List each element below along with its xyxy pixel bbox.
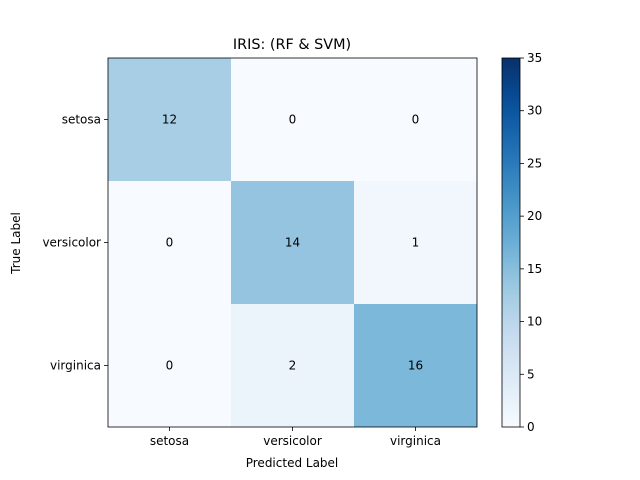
cell-value-label: 0: [166, 359, 174, 373]
heatmap-cell: [354, 58, 477, 181]
colorbar-tick-label: 30: [527, 104, 542, 118]
heatmap-cell: [108, 304, 231, 427]
colorbar-tick-label: 35: [527, 51, 542, 65]
colorbar-tick-label: 0: [527, 420, 535, 434]
y-axis-label: True Label: [9, 212, 23, 275]
cell-value-label: 12: [162, 113, 177, 127]
colorbar: 0 5 10 15 20 25 30 35: [501, 51, 542, 434]
colorbar-tick-label: 20: [527, 209, 542, 223]
x-tick-label: versicolor: [263, 434, 322, 448]
cell-value-label: 0: [412, 113, 420, 127]
heatmap-cell: [231, 58, 354, 181]
y-tick-label: versicolor: [42, 236, 101, 250]
x-axis-label: Predicted Label: [246, 456, 339, 470]
plot-area: 12 0 0 0 14 1 0 2 16 setosa versicolor virginica set…: [42, 57, 478, 448]
heatmap-cell: [108, 58, 231, 181]
x-tick-label: virginica: [390, 434, 441, 448]
colorbar-tick-label: 25: [527, 156, 542, 170]
colorbar-scale: [501, 57, 521, 428]
heatmap-cell: [231, 304, 354, 427]
heatmap-cell: [231, 181, 354, 304]
cell-value-label: 0: [289, 113, 297, 127]
cell-value-label: 14: [285, 236, 300, 250]
heatmap-cell: [354, 304, 477, 427]
cell-value-label: 2: [289, 359, 297, 373]
y-tick-label: setosa: [62, 113, 101, 127]
cell-value-label: 0: [166, 236, 174, 250]
cell-value-label: 16: [408, 359, 423, 373]
chart-title: IRIS: (RF & SVM): [233, 37, 351, 53]
x-tick-label: setosa: [150, 434, 189, 448]
cell-value-label: 1: [412, 236, 420, 250]
heatmap-cell: [108, 181, 231, 304]
heatmap-cell: [354, 181, 477, 304]
colorbar-tick-label: 15: [527, 262, 542, 276]
colorbar-tick-label: 5: [527, 367, 535, 381]
colorbar-tick-label: 10: [527, 315, 542, 329]
y-tick-label: virginica: [50, 359, 101, 373]
